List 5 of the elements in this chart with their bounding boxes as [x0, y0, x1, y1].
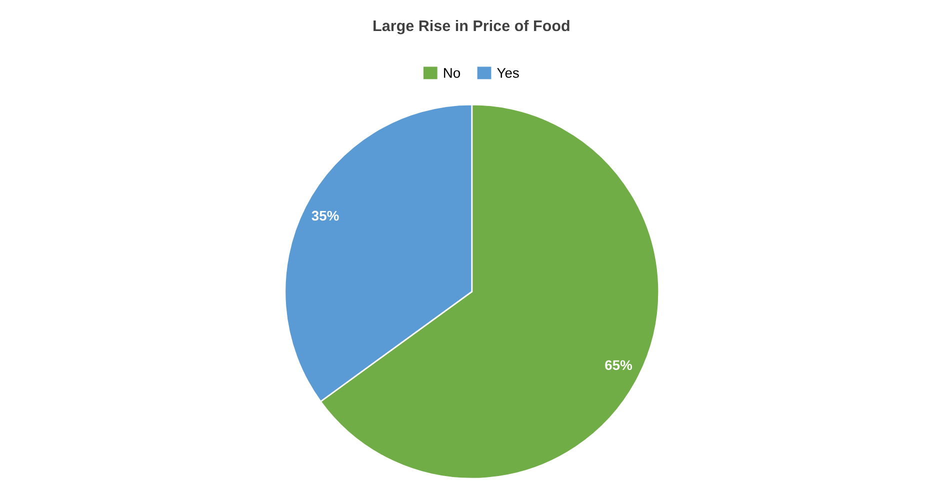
- chart-title: Large Rise in Price of Food: [374, 20, 570, 34]
- legend-label: No: [444, 68, 460, 78]
- data-label: 65%: [605, 360, 632, 370]
- legend-label: Yes: [497, 68, 519, 78]
- data-label: 35%: [312, 210, 339, 221]
